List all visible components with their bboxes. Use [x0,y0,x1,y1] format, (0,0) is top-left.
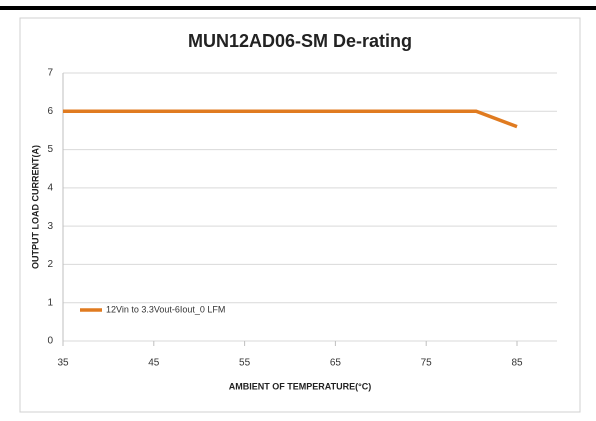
y-tick-label: 2 [47,259,53,270]
x-tick-label: 75 [421,358,433,369]
x-axis-label: AMBIENT OF TEMPERATURE(°C) [229,381,371,391]
y-tick-label: 5 [47,144,53,155]
x-tick-label: 85 [511,358,523,369]
y-tick-label: 3 [47,221,53,232]
y-tick-label: 6 [47,106,53,117]
y-tick-label: 1 [47,297,53,308]
y-axis-label: OUTPUT LOAD CURRENT(A) [30,145,40,269]
x-tick-label: 65 [330,358,342,369]
x-tick-label: 35 [57,358,69,369]
chart-title: MUN12AD06-SM De-rating [188,31,412,51]
y-tick-label: 4 [47,182,53,193]
legend-label: 12Vin to 3.3Vout-6Iout_0 LFM [106,304,225,314]
y-tick-label: 7 [47,68,53,79]
chart-frame [19,17,581,413]
top-rule [0,6,596,10]
x-tick-label: 55 [239,358,251,369]
y-tick-label: 0 [47,336,53,347]
x-tick-label: 45 [148,358,160,369]
series-line [63,109,518,129]
